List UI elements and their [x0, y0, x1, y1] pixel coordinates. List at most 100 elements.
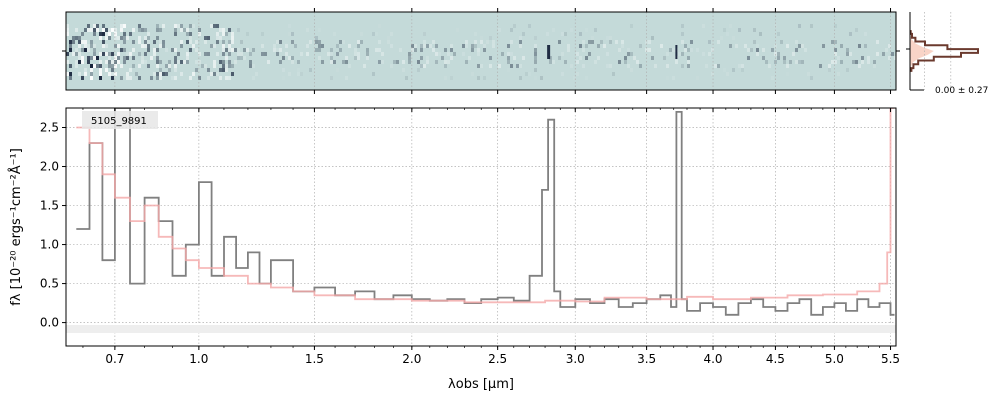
spectrum-2d-pixel: [357, 56, 360, 60]
spectrum-2d-pixel: [855, 28, 858, 32]
spectrum-2d-pixel: [450, 48, 453, 52]
spectrum-2d-pixel: [168, 60, 171, 64]
spectrum-2d-pixel: [249, 64, 252, 68]
y-tick-label: 1.0: [40, 238, 59, 252]
spectrum-2d-pixel: [336, 52, 339, 56]
spectrum-2d-pixel: [741, 64, 744, 68]
spectrum-2d-pixel: [123, 60, 126, 64]
spectrum-2d-pixel: [90, 64, 93, 68]
spectrum-2d-pixel: [489, 56, 492, 60]
spectrum-2d-pixel: [801, 60, 804, 64]
spectrum-2d-pixel: [213, 60, 216, 64]
spectrum-2d-pixel: [534, 52, 537, 56]
spectrum-2d-pixel: [288, 72, 291, 76]
spectrum-2d-pixel: [714, 64, 717, 68]
spectrum-2d-pixel: [729, 24, 732, 28]
spectrum-2d-pixel: [255, 72, 258, 76]
profile-model-fill: [910, 32, 934, 70]
spectrum-2d-pixel: [858, 44, 861, 48]
spectrum-2d-pixel: [99, 76, 102, 80]
spectrum-2d-pixel: [837, 72, 840, 76]
spectrum-2d-pixel: [159, 44, 162, 48]
spectrum-2d-pixel: [630, 68, 633, 72]
spectrum-2d-pixel: [186, 60, 189, 64]
spectrum-2d-pixel: [291, 32, 294, 36]
spectrum-2d-pixel: [276, 40, 279, 44]
spectrum-2d-pixel: [231, 48, 234, 52]
spectrum-2d-pixel: [696, 48, 699, 52]
spectrum-2d-pixel: [135, 72, 138, 76]
spectrum-2d-pixel: [447, 60, 450, 64]
spectrum-2d-pixel: [69, 48, 72, 52]
spectrum-2d-pixel: [309, 68, 312, 72]
spectrum-2d-pixel: [114, 64, 117, 68]
spectrum-2d-pixel: [141, 56, 144, 60]
spectrum-2d-pixel: [804, 48, 807, 52]
spectrum-2d-pixel: [345, 56, 348, 60]
spectrum-2d-pixel: [873, 60, 876, 64]
spectrum-2d-pixel: [180, 28, 183, 32]
spectrum-2d-pixel: [84, 44, 87, 48]
spectrum-2d-pixel: [237, 56, 240, 60]
spectrum-2d-pixel: [240, 52, 243, 56]
spectrum-2d-pixel: [666, 64, 669, 68]
spectrum-2d-pixel: [534, 36, 537, 40]
spectrum-2d-pixel: [195, 60, 198, 64]
spectrum-2d-pixel: [645, 48, 648, 52]
spectrum-2d-pixel: [519, 76, 522, 80]
spectrum-2d-pixel: [228, 44, 231, 48]
spectrum-2d-pixel: [828, 68, 831, 72]
spectrum-2d-pixel: [144, 36, 147, 40]
spectrum-2d-pixel: [666, 52, 669, 56]
spectrum-2d-pixel: [105, 44, 108, 48]
spectrum-2d-pixel: [306, 52, 309, 56]
spectrum-2d-pixel: [861, 60, 864, 64]
spectrum-2d-pixel: [345, 76, 348, 80]
spectrum-2d-pixel: [99, 32, 102, 36]
spectrum-2d-pixel: [333, 60, 336, 64]
spectrum-2d-pixel: [96, 28, 99, 32]
spectrum-2d-pixel: [120, 76, 123, 80]
spectrum-2d-pixel: [681, 24, 684, 28]
spectrum-2d-pixel: [93, 24, 96, 28]
spectrum-2d-pixel: [261, 32, 264, 36]
spectrum-2d-pixel: [162, 24, 165, 28]
spectrum-2d-pixel: [174, 48, 177, 52]
spectrum-2d-pixel: [297, 68, 300, 72]
spectrum-2d-pixel: [66, 24, 69, 28]
spectrum-2d-pixel: [717, 40, 720, 44]
spectrum-2d-pixel: [156, 56, 159, 60]
spectrum-2d-pixel: [408, 60, 411, 64]
spectrum-2d-pixel: [696, 76, 699, 80]
spectrum-2d-pixel: [144, 52, 147, 56]
spectrum-1d-gridlines: [66, 108, 896, 346]
spectrum-2d-pixel: [84, 72, 87, 76]
spectrum-2d-pixel: [606, 36, 609, 40]
spectrum-2d-pixel: [111, 68, 114, 72]
spectrum-2d-pixel: [186, 56, 189, 60]
spectrum-2d-pixel: [327, 52, 330, 56]
spectrum-1d-series: [76, 108, 895, 316]
spectrum-2d-pixel: [651, 56, 654, 60]
spectrum-2d-pixel: [114, 28, 117, 32]
spectrum-2d-pixel: [90, 68, 93, 72]
spectrum-2d-pixel: [726, 32, 729, 36]
spectrum-2d-pixel: [471, 72, 474, 76]
spectrum-2d-pixel: [876, 52, 879, 56]
spectrum-2d-pixel: [474, 44, 477, 48]
spectrum-2d-pixel: [606, 64, 609, 68]
spectrum-2d-pixel: [261, 52, 264, 56]
spectrum-2d-pixel: [174, 76, 177, 80]
spectrum-2d-pixel: [606, 52, 609, 56]
spectrum-2d-pixel: [249, 60, 252, 64]
spectrum-2d-pixel: [381, 52, 384, 56]
spectrum-2d-pixel: [774, 44, 777, 48]
spectrum-2d-pixel: [228, 76, 231, 80]
spectrum-2d-pixel: [618, 48, 621, 52]
spectrum-2d-pixel: [840, 44, 843, 48]
spectrum-2d-pixel: [687, 56, 690, 60]
spectrum-2d-pixel: [105, 36, 108, 40]
spectrum-2d-pixel: [120, 36, 123, 40]
spectrum-2d-pixel: [372, 32, 375, 36]
spectrum-2d-pixel: [219, 36, 222, 40]
